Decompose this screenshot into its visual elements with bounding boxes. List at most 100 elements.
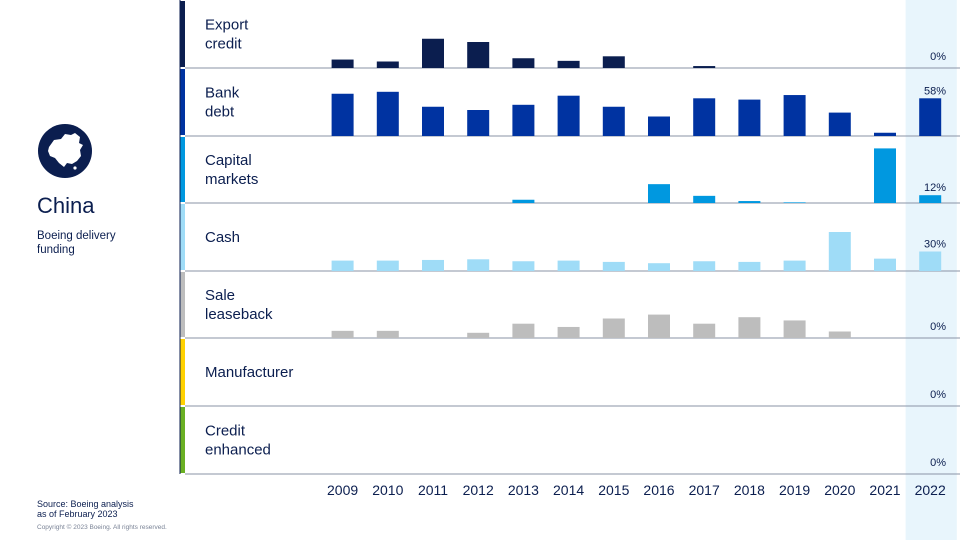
bar-1-2011: [422, 106, 444, 136]
region-subtitle: Boeing delivery funding: [37, 230, 116, 256]
year-label-2011: 2011: [418, 482, 448, 498]
category-label-1-0: Bank: [205, 85, 240, 102]
bar-1-2015: [602, 106, 625, 136]
bar-1-2020: [828, 112, 851, 136]
bar-0-2010: [376, 61, 399, 68]
bar-4-2018: [738, 317, 761, 338]
year-label-2020: 2020: [824, 482, 855, 498]
category-label-2-0: Capital: [205, 152, 252, 169]
year-label-2012: 2012: [463, 482, 494, 498]
bar-1-2012: [467, 110, 490, 136]
pct-label-0: 0%: [930, 51, 946, 63]
bar-0-2009: [331, 59, 354, 68]
year-label-2016: 2016: [643, 482, 674, 498]
pct-label-1: 58%: [924, 85, 946, 97]
bar-3-2010: [376, 260, 399, 271]
category-label-6-0: Credit: [205, 423, 246, 440]
bar-4-2012: [467, 332, 490, 338]
pct-label-4: 0%: [930, 321, 946, 333]
bar-1-2016: [648, 116, 670, 136]
bar-1-2010: [376, 91, 399, 136]
bar-3-2016: [648, 263, 670, 271]
china-globe-icon: [38, 124, 92, 178]
bar-1-2018: [738, 99, 761, 136]
bar-4-2015: [602, 318, 625, 338]
bar-3-2015: [602, 261, 625, 271]
year-label-2022: 2022: [915, 482, 946, 498]
bar-4-2009: [331, 330, 354, 338]
bar-0-2015: [602, 56, 625, 68]
source-line-1: Source: Boeing analysis: [37, 499, 134, 509]
year-label-2021: 2021: [869, 482, 900, 498]
bar-3-2018: [738, 261, 761, 271]
region-title: China: [37, 193, 95, 218]
bar-0-2013: [512, 58, 535, 68]
category-label-4-1: leaseback: [205, 306, 273, 323]
category-label-4-0: Sale: [205, 287, 235, 304]
bar-3-2020: [828, 232, 851, 271]
category-label-0-1: credit: [205, 36, 243, 53]
bar-3-2021: [874, 258, 896, 271]
source-note: Source: Boeing analysis as of February 2…: [37, 499, 167, 519]
bar-1-2009: [331, 93, 354, 136]
bar-3-2014: [557, 260, 580, 271]
category-label-2-1: markets: [205, 171, 258, 188]
bar-3-2019: [783, 260, 806, 271]
source-line-2: as of February 2023: [37, 509, 118, 519]
year-label-2017: 2017: [689, 482, 720, 498]
bar-3-2012: [467, 259, 490, 271]
bar-2-2016: [648, 184, 670, 203]
bar-3-2022: [919, 251, 942, 271]
bar-2-2021: [874, 148, 896, 203]
year-label-2013: 2013: [508, 482, 539, 498]
bar-4-2010: [376, 330, 399, 338]
year-label-2010: 2010: [372, 482, 403, 498]
year-label-2014: 2014: [553, 482, 584, 498]
bar-4-2016: [648, 314, 670, 338]
category-stripe-3: [180, 204, 185, 270]
bar-4-2013: [512, 323, 535, 338]
bar-0-2014: [557, 60, 580, 68]
category-stripe-5: [180, 339, 185, 405]
category-stripe-0: [180, 1, 185, 67]
copyright: Copyright © 2023 Boeing. All rights rese…: [37, 524, 167, 531]
bar-2-2022: [919, 195, 942, 203]
category-stripe-1: [180, 69, 185, 135]
bar-4-2017: [693, 323, 716, 338]
bar-0-2012: [467, 42, 490, 68]
bar-1-2019: [783, 95, 806, 136]
bar-0-2011: [422, 38, 444, 68]
bar-3-2017: [693, 261, 716, 271]
category-label-5-0: Manufacturer: [205, 364, 293, 381]
bar-2-2017: [693, 195, 716, 203]
category-stripe-4: [180, 272, 185, 337]
category-label-1-1: debt: [205, 104, 235, 121]
bar-4-2019: [783, 320, 806, 338]
bar-2-2019: [783, 202, 806, 203]
bar-3-2013: [512, 261, 535, 271]
category-stripe-6: [180, 407, 185, 473]
pct-label-5: 0%: [930, 389, 946, 401]
bar-1-2022: [919, 98, 942, 136]
category-label-3-0: Cash: [205, 229, 240, 246]
category-label-0-0: Export: [205, 17, 249, 34]
pct-label-6: 0%: [930, 457, 946, 469]
left-panel: China Boeing delivery funding Source: Bo…: [0, 0, 170, 540]
bar-4-2020: [828, 331, 851, 338]
bar-3-2009: [331, 260, 354, 271]
year-label-2009: 2009: [327, 482, 358, 498]
pct-label-3: 30%: [924, 239, 946, 251]
bar-0-2017: [693, 66, 716, 68]
category-label-6-1: enhanced: [205, 442, 271, 459]
pct-label-2: 12%: [924, 182, 946, 194]
bar-1-2021: [874, 132, 896, 136]
year-label-2018: 2018: [734, 482, 765, 498]
year-label-2019: 2019: [779, 482, 810, 498]
bar-3-2011: [422, 259, 444, 271]
category-stripe-2: [180, 137, 185, 202]
year-label-2015: 2015: [598, 482, 629, 498]
bar-1-2017: [693, 98, 716, 136]
bar-4-2014: [557, 326, 580, 338]
bar-2-2018: [738, 201, 761, 203]
